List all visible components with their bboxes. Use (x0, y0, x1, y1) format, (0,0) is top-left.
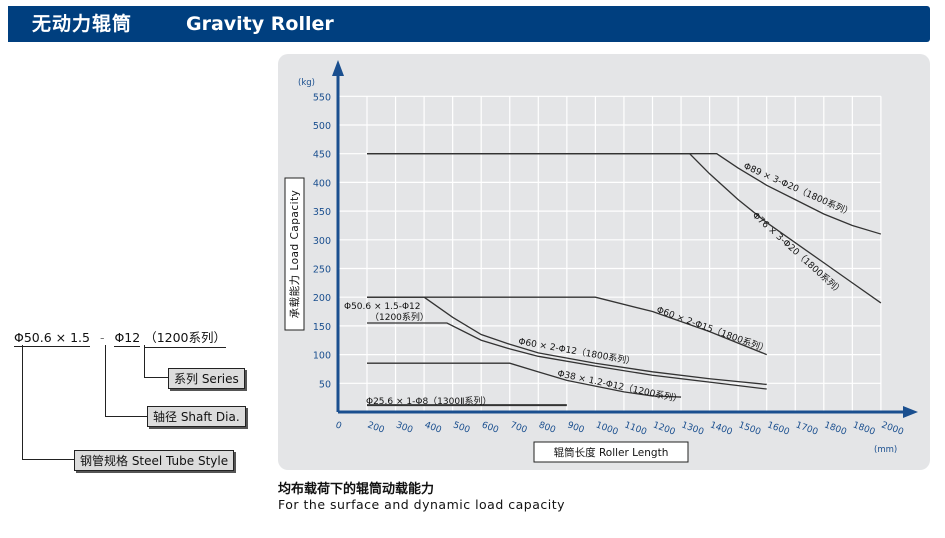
series-line (367, 322, 767, 390)
x-tick-label: 1400 (709, 420, 734, 437)
label-series: 系列 Series (168, 368, 245, 389)
x-tick-label: 1500 (737, 420, 762, 437)
code-tube: Φ50.6 × 1.5 (14, 330, 90, 347)
x-tick-label: 700 (509, 420, 529, 435)
series-label: Φ89 × 3-Φ20（1800系列） (742, 160, 855, 219)
series-label: Φ76 × 3-Φ20（1800系列） (750, 209, 846, 297)
y-tick-label: 300 (313, 236, 331, 247)
x-tick-label: 2000 (880, 420, 905, 437)
series-label: Φ25.6 × 1-Φ8（1300Ⅱ系列） (366, 395, 492, 407)
y-tick-label: 50 (319, 379, 331, 390)
x-tick-label: 800 (537, 420, 557, 435)
x-tick-label: 500 (452, 420, 472, 435)
header-title-en: Gravity Roller (186, 13, 334, 35)
y-axis-label: 承载能力 Load Capacity (288, 190, 301, 319)
series-line (367, 296, 767, 356)
caption-cn: 均布载荷下的辊筒动载能力 (278, 482, 435, 497)
series-label: Φ50.6 × 1.5-Φ12 (344, 302, 420, 312)
x-tick-label: 1000 (594, 420, 619, 437)
model-code: Φ50.6 × 1.5 - Φ12 （1200系列） (14, 327, 227, 348)
x-tick-label: 1700 (794, 420, 819, 437)
y-tick-label: 250 (313, 265, 331, 276)
y-tick-label: 400 (313, 178, 331, 189)
connector-series (144, 345, 145, 378)
x-tick-label: 1300 (680, 420, 705, 437)
y-label-box (284, 177, 305, 331)
x-tick-label: 400 (423, 420, 443, 435)
y-unit-label: (kg) (298, 78, 315, 88)
x-axis-arrow (903, 406, 918, 418)
x-tick-label: 300 (395, 420, 415, 435)
y-tick-label: 150 (313, 322, 331, 333)
y-tick-label: 450 (313, 150, 331, 161)
series-line (367, 362, 682, 398)
y-tick-label: 550 (313, 92, 331, 103)
y-tick-label: 350 (313, 207, 331, 218)
x-label-box (533, 441, 689, 463)
code-dash: - (99, 330, 105, 345)
series-label-sub: （1200系列） (370, 311, 429, 323)
x-tick-label: 1100 (623, 420, 648, 437)
x-tick-label: 1800 (823, 420, 848, 437)
series-line (367, 153, 882, 235)
header-title-cn: 无动力辊筒 (32, 13, 133, 35)
x-tick-label: 900 (566, 420, 586, 435)
chart-panel (278, 54, 930, 470)
x-axis-label: 辊筒长度 Roller Length (554, 446, 669, 459)
x-tick-label: 1800 (851, 420, 876, 437)
y-axis-arrow (332, 60, 344, 76)
label-shaft: 轴径 Shaft Dia. (147, 406, 246, 427)
page-header: 无动力辊筒 Gravity Roller (8, 6, 930, 42)
series-line (367, 296, 767, 386)
connector-shaft (105, 345, 106, 417)
series-line (367, 153, 882, 304)
x-tick-label: 0 (334, 420, 343, 431)
x-unit-label: (mm) (874, 445, 897, 455)
connector-shaft-h (105, 416, 147, 417)
label-tube: 钢管规格 Steel Tube Style (74, 450, 235, 471)
code-shaft: Φ12 (114, 330, 141, 347)
x-tick-label: 1200 (651, 420, 676, 437)
y-tick-label: 100 (313, 351, 331, 362)
y-tick-label: 500 (313, 121, 331, 132)
code-series: （1200系列） (144, 327, 227, 348)
x-tick-label: 200 (366, 420, 386, 435)
connector-series-h (144, 377, 169, 378)
series-label: Φ60 × 2-Φ15（1800系列） (655, 304, 770, 356)
connector-tube-h (22, 459, 74, 460)
y-tick-label: 200 (313, 293, 331, 304)
connector-tube (22, 345, 23, 460)
x-tick-label: 1600 (766, 420, 791, 437)
caption: 均布载荷下的辊筒动载能力 For the surface and dynamic… (278, 478, 565, 512)
x-tick-label: 600 (480, 420, 500, 435)
caption-en: For the surface and dynamic load capacit… (278, 497, 566, 512)
